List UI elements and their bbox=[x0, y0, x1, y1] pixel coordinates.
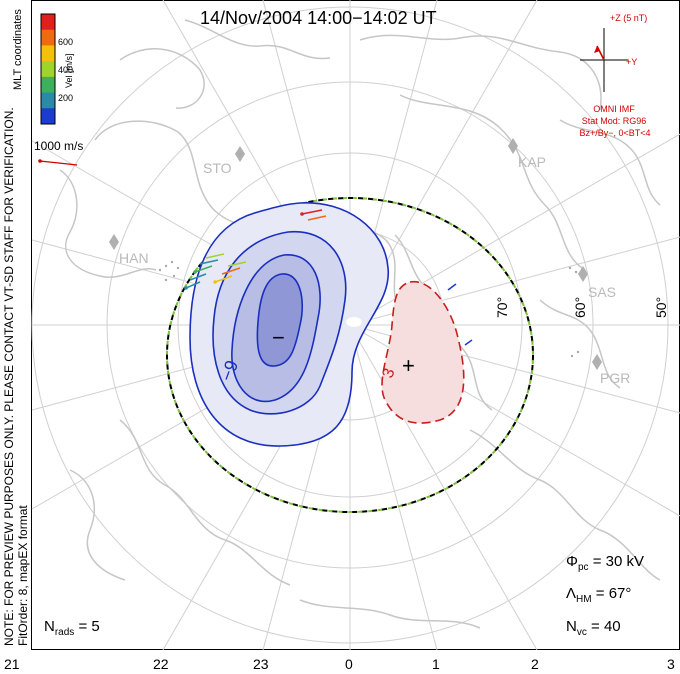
station-label-pgr: PGR bbox=[600, 370, 631, 386]
nvc-stat: Nvc = 40 bbox=[566, 618, 621, 638]
pole-marker bbox=[346, 317, 362, 327]
nvc-symbol: N bbox=[566, 618, 577, 635]
nrads-value: = 5 bbox=[78, 618, 100, 635]
station-markers bbox=[109, 138, 602, 370]
imf-model-line-3: Bz+/By−, 0<BT<4 bbox=[579, 128, 651, 138]
mlt-label-22: 22 bbox=[153, 656, 169, 672]
velocity-scale-label: 1000 m/s bbox=[34, 139, 84, 153]
colorbar-tick-label: 600 bbox=[58, 37, 74, 47]
colorbar-segment bbox=[41, 29, 55, 46]
station-label-kap: KAP bbox=[518, 154, 547, 170]
mlt-label-2: 2 bbox=[531, 656, 539, 672]
station-label-sas: SAS bbox=[588, 284, 617, 300]
colorbar-segment bbox=[41, 108, 55, 125]
mlt-label-0: 0 bbox=[345, 656, 353, 672]
mlt-label-21: 21 bbox=[4, 656, 20, 672]
station-label-sto: STO bbox=[203, 160, 232, 176]
colorbar-segment bbox=[41, 92, 55, 109]
coastlines bbox=[59, 19, 661, 629]
nrads-symbol: N bbox=[44, 618, 55, 635]
coordinate-note: MLT coordinates bbox=[12, 9, 24, 90]
phi-subscript: pc bbox=[577, 562, 589, 573]
imf-model-line-2: Stat Mod: RG96 bbox=[581, 116, 647, 126]
mlt-label-1: 1 bbox=[432, 656, 440, 672]
colorbar-segment bbox=[41, 14, 55, 31]
preview-note: NOTE: FOR PREVIEW PURPOSES ONLY. PLEASE … bbox=[2, 107, 16, 646]
latitude-label-60: 60° bbox=[572, 296, 588, 318]
negative-potential-cell: −9 − bbox=[189, 202, 389, 447]
mlt-label-3: 3 bbox=[667, 656, 675, 672]
colorbar-segment bbox=[41, 76, 55, 94]
fitted-vector-dots bbox=[158, 260, 584, 358]
lambda-subscript: HM bbox=[576, 594, 592, 605]
velocity-scale-vector bbox=[38, 159, 78, 166]
station-label-han: HAN bbox=[119, 250, 149, 266]
nrads-stat: Nrads = 5 bbox=[44, 618, 100, 638]
imf-clock-dial bbox=[580, 28, 628, 92]
colorbar-tick-label: 400 bbox=[58, 65, 74, 75]
hm-boundary bbox=[166, 197, 534, 513]
lambda-symbol: Λ bbox=[566, 585, 577, 602]
latitude-label-50: 50° bbox=[653, 296, 669, 318]
imf-y-label: +Y bbox=[626, 57, 638, 67]
potential-maximum-marker: + bbox=[402, 353, 415, 378]
lambda-hm-stat: ΛHM = 67° bbox=[566, 585, 631, 605]
lambda-value: = 67° bbox=[595, 585, 632, 602]
imf-z-label: +Z (5 nT) bbox=[610, 13, 648, 23]
latitude-label-70: 70° bbox=[494, 296, 510, 318]
map-title: 14/Nov/2004 14:00−14:02 UT bbox=[200, 8, 437, 28]
colorbar-segment bbox=[41, 45, 55, 62]
nvc-value: = 40 bbox=[591, 618, 621, 635]
colorbar-frame bbox=[40, 13, 56, 125]
imf-model-line-1: OMNI IMF bbox=[593, 104, 635, 114]
velocity-colorbar bbox=[40, 13, 56, 125]
fit-order-note: FitOrder: 8, mapEX format bbox=[16, 505, 30, 646]
nrads-subscript: rads bbox=[54, 627, 75, 638]
colorbar-segment bbox=[41, 61, 55, 78]
nvc-subscript: vc bbox=[576, 627, 587, 638]
phi-symbol: Φ bbox=[566, 553, 578, 570]
phi-value: = 30 kV bbox=[592, 553, 644, 570]
colorbar-tick-label: 200 bbox=[58, 93, 74, 103]
velocity-vectors bbox=[184, 209, 473, 346]
positive-potential-cell: 3 + bbox=[379, 281, 465, 424]
mlt-label-23: 23 bbox=[253, 656, 269, 672]
phi-pc-stat: Φpc = 30 kV bbox=[566, 553, 644, 573]
potential-minimum-marker: − bbox=[272, 325, 285, 350]
